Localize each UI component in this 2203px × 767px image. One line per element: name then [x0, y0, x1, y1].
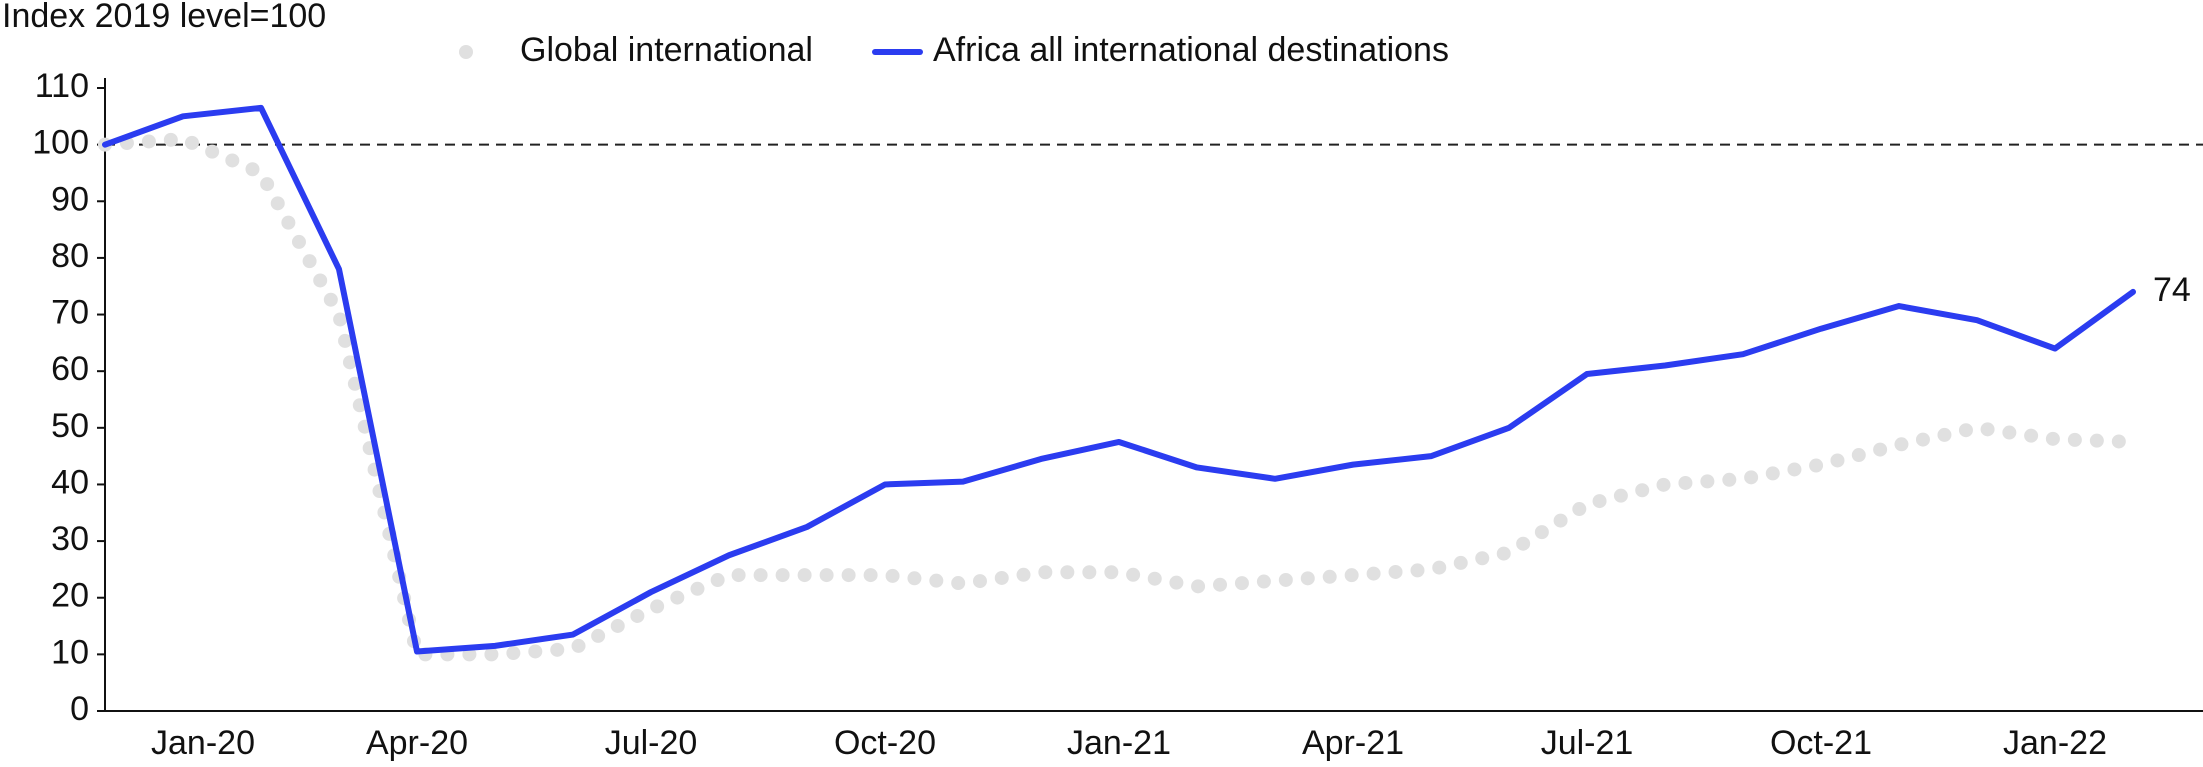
y-tick-label: 100	[32, 124, 89, 162]
x-tick-label: Apr-21	[1302, 724, 1404, 762]
y-tick-label: 50	[51, 407, 89, 445]
y-tick-label: 80	[51, 237, 89, 275]
x-tick-label: Jan-21	[1067, 724, 1171, 762]
series-line	[102, 104, 2136, 655]
x-tick-label: Jul-20	[605, 724, 698, 762]
y-tick-label: 30	[51, 520, 89, 558]
y-tick-label: 110	[35, 67, 89, 105]
x-tick-label: Apr-20	[366, 724, 468, 762]
series-line	[98, 131, 2140, 662]
y-tick-label: 0	[70, 690, 89, 728]
x-tick-label: Jul-21	[1541, 724, 1634, 762]
y-tick-label: 60	[51, 350, 89, 388]
y-tick-label: 20	[51, 577, 89, 615]
legend-swatch	[459, 45, 473, 59]
y-axis-label: Index 2019 level=100	[2, 0, 326, 35]
x-tick-label: Jan-20	[151, 724, 255, 762]
y-tick-label: 90	[51, 180, 89, 218]
y-tick-label: 70	[51, 294, 89, 332]
x-tick-label: Jan-22	[2003, 724, 2107, 762]
data-label: 74	[2153, 271, 2191, 309]
y-tick-label: 40	[51, 463, 89, 501]
legend-label: Global international	[520, 31, 813, 69]
legend-label: Africa all international destinations	[933, 31, 1449, 69]
x-tick-label: Oct-21	[1770, 724, 1872, 762]
x-tick-label: Oct-20	[834, 724, 936, 762]
y-tick-label: 10	[51, 633, 89, 671]
